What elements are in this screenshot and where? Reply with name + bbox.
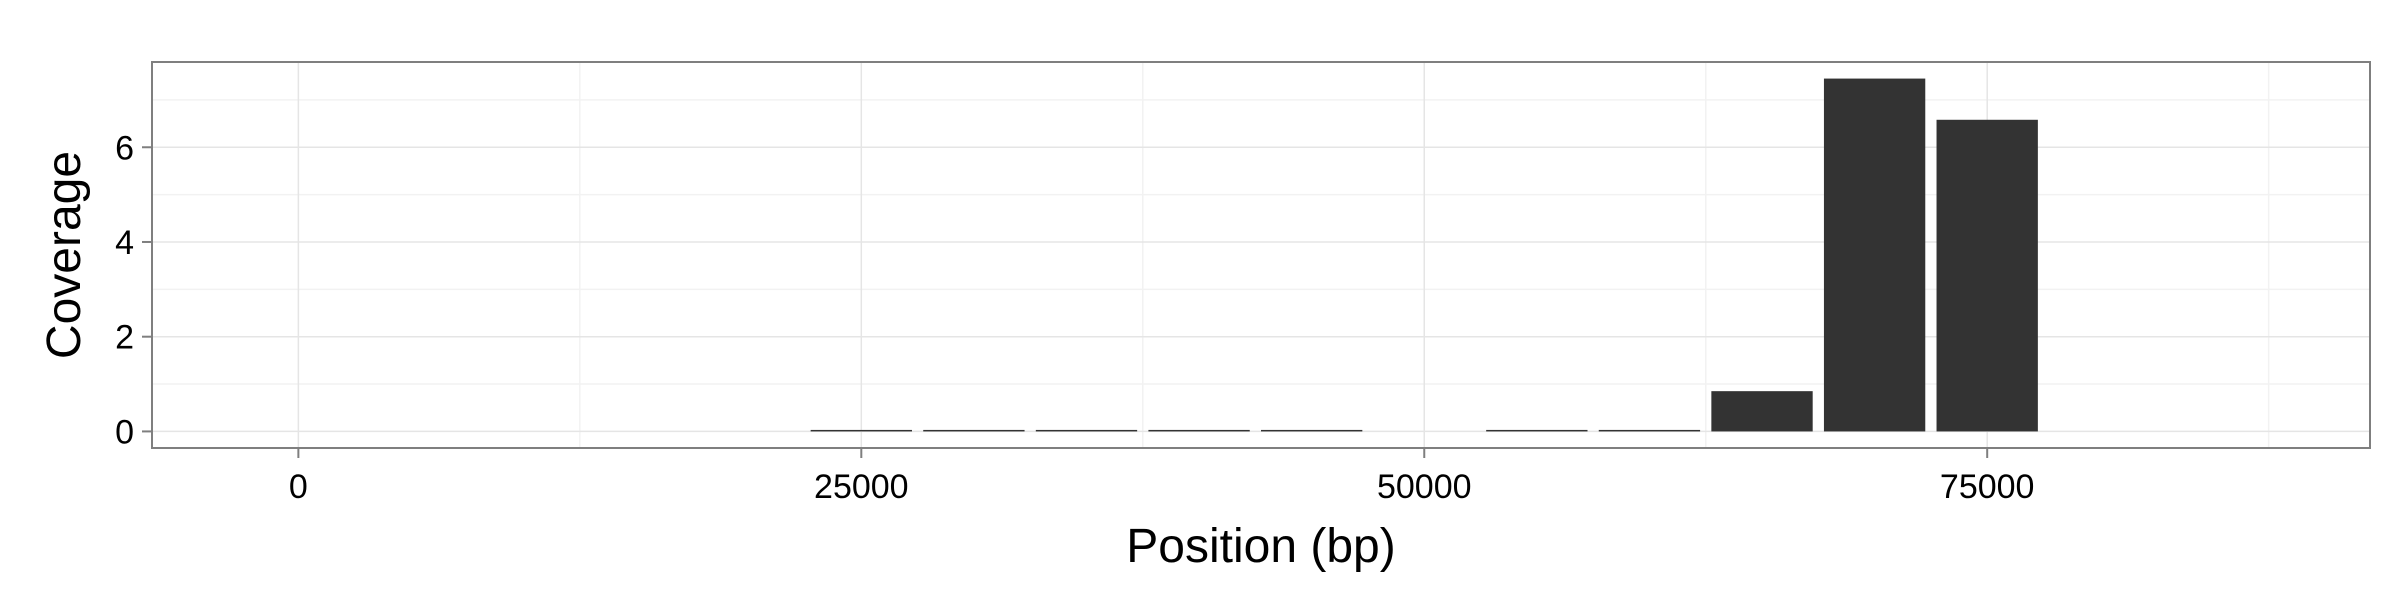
y-tick-label: 6 (115, 129, 134, 167)
coverage-bar (1936, 119, 2038, 432)
coverage-bar (1598, 429, 1701, 432)
y-axis-ticks: 0 2 4 6 (115, 129, 152, 451)
coverage-bars (810, 78, 2038, 432)
y-tick-label: 2 (115, 319, 134, 357)
y-tick-label: 0 (115, 413, 134, 451)
x-axis-title: Position (bp) (1126, 520, 1395, 573)
y-axis-title: Coverage (38, 151, 91, 359)
plot-panel-border (151, 61, 2371, 449)
x-axis-ticks: 0 25000 50000 75000 (289, 448, 2035, 506)
coverage-bar (1035, 429, 1138, 432)
coverage-bar (923, 429, 1025, 432)
x-tick-label: 50000 (1377, 468, 1472, 506)
coverage-bar (1148, 429, 1250, 432)
coverage-bar (1486, 429, 1588, 432)
x-tick-label: 75000 (1940, 468, 2035, 506)
coverage-bar (810, 429, 912, 432)
y-tick-label: 4 (115, 224, 134, 262)
x-tick-label: 25000 (814, 468, 909, 506)
coverage-bar (1261, 429, 1363, 432)
coverage-bar (1711, 391, 1813, 432)
coverage-bar (1823, 78, 1926, 432)
x-tick-label: 0 (289, 468, 308, 506)
